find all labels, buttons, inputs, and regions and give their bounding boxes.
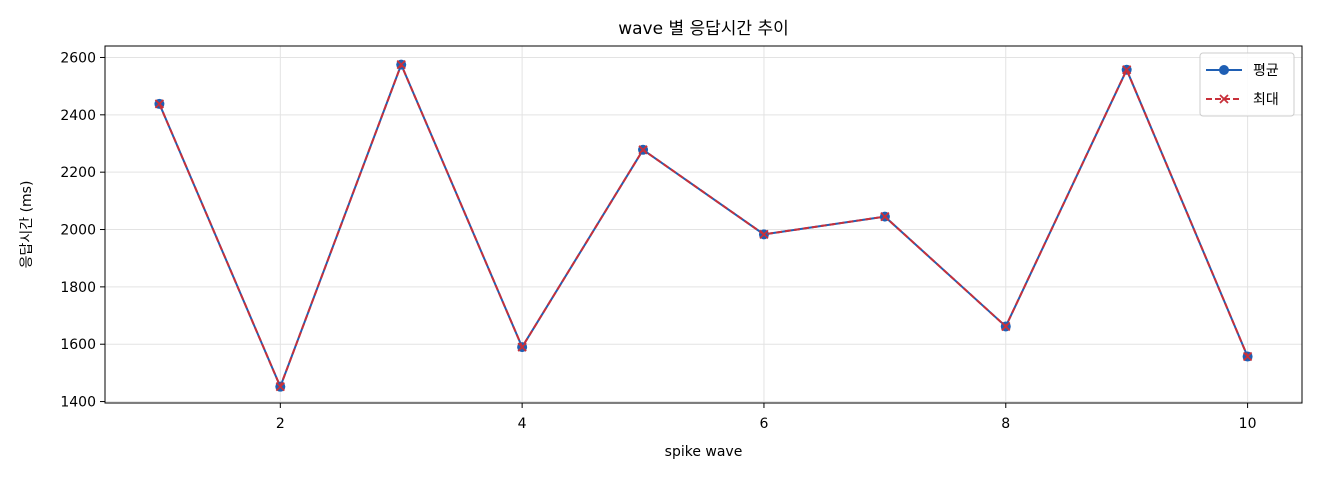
y-tick-label: 2200: [60, 165, 96, 181]
x-tick-label: 2: [276, 416, 285, 432]
legend-entry-mean: 평균: [1206, 63, 1279, 79]
point-max: [154, 99, 165, 109]
y-tick-label: 1400: [60, 395, 96, 411]
chart-title: wave 별 응답시간 추이: [618, 19, 789, 39]
legend: 평균 최대: [1199, 52, 1295, 117]
point-max: [1242, 351, 1253, 362]
series-line-mean: [158, 63, 1249, 388]
y-tick-label: 2000: [60, 223, 96, 239]
x-tick-label: 8: [1001, 416, 1010, 432]
legend-marker-mean: [1219, 65, 1229, 75]
x-tick-label: 4: [518, 416, 527, 432]
series-line-max: [158, 63, 1249, 388]
x-tick-label: 10: [1239, 416, 1257, 432]
plot-frame: [104, 45, 1303, 404]
point-max: [1122, 65, 1132, 75]
legend-label-max: 최대: [1253, 92, 1279, 108]
y-tick-label: 2400: [60, 108, 96, 124]
y-tick-label: 1600: [60, 337, 96, 353]
legend-label-mean: 평균: [1253, 63, 1279, 79]
y-tick-label: 2600: [60, 50, 96, 66]
point-max: [517, 342, 527, 352]
series-layer: [154, 59, 1253, 392]
gridlines: [105, 46, 1302, 403]
point-max: [759, 229, 769, 240]
y-tick-label: 1800: [60, 280, 96, 296]
x-axis-label: spike wave: [665, 444, 743, 460]
legend-box: [1199, 52, 1295, 117]
point-max: [638, 145, 648, 155]
point-max: [880, 211, 890, 222]
y-axis-label: 응답시간 (ms): [19, 181, 35, 269]
point-max: [396, 60, 406, 70]
point-max: [1001, 321, 1011, 332]
point-max: [275, 382, 285, 392]
x-tick-label: 6: [759, 416, 768, 432]
legend-entry-max: 최대: [1206, 92, 1279, 108]
legend-marker-max: [1219, 94, 1229, 104]
axis-ticks: 2 4 6 8 10 1400 1600 1800 2000 2200 2400 2600: [60, 50, 1256, 432]
